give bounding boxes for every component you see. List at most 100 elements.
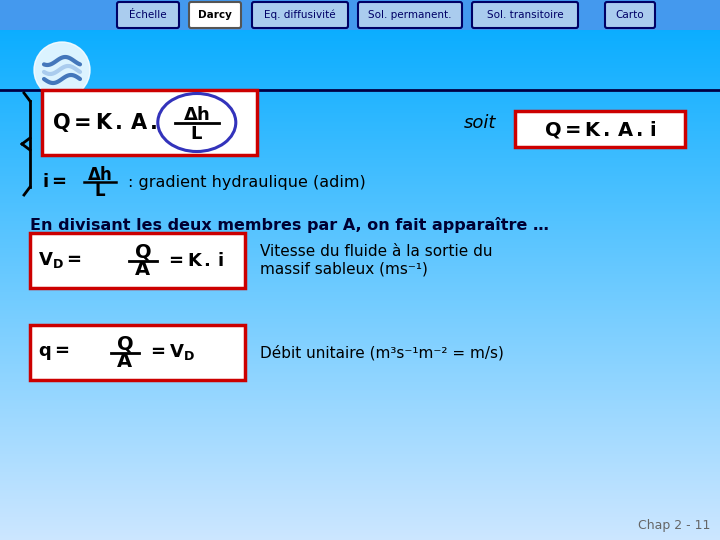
Bar xyxy=(0,539,720,540)
Bar xyxy=(0,284,720,285)
Bar xyxy=(0,212,720,213)
Bar xyxy=(0,38,720,39)
Bar xyxy=(0,425,720,426)
Bar xyxy=(0,267,720,268)
Bar xyxy=(0,445,720,446)
Bar xyxy=(0,44,720,45)
Bar xyxy=(0,6,720,7)
Bar xyxy=(0,487,720,488)
Bar xyxy=(0,279,720,280)
Bar xyxy=(0,113,720,114)
Bar xyxy=(0,285,720,286)
Bar xyxy=(0,248,720,249)
Bar xyxy=(0,372,720,373)
Bar xyxy=(0,194,720,195)
Bar xyxy=(0,448,720,449)
Bar xyxy=(0,470,720,471)
Bar xyxy=(0,176,720,177)
Bar xyxy=(0,329,720,330)
Bar xyxy=(0,92,720,93)
Bar xyxy=(0,349,720,350)
Bar xyxy=(0,523,720,524)
Bar xyxy=(0,11,720,12)
Bar xyxy=(0,325,720,326)
Bar xyxy=(0,87,720,88)
Bar xyxy=(0,146,720,147)
Bar xyxy=(0,222,720,223)
Bar xyxy=(0,474,720,475)
Bar xyxy=(0,483,720,484)
Bar xyxy=(0,81,720,82)
Bar xyxy=(0,53,720,54)
FancyBboxPatch shape xyxy=(30,325,245,380)
Bar xyxy=(0,233,720,234)
Bar xyxy=(0,265,720,266)
Bar xyxy=(0,59,720,60)
Bar xyxy=(0,500,720,501)
Bar xyxy=(0,257,720,258)
Bar xyxy=(0,455,720,456)
Bar xyxy=(0,203,720,204)
Bar xyxy=(0,46,720,47)
Bar xyxy=(0,254,720,255)
Bar xyxy=(0,199,720,200)
Bar xyxy=(0,449,720,450)
Bar xyxy=(0,418,720,419)
Bar xyxy=(0,154,720,155)
Bar xyxy=(0,344,720,345)
Bar xyxy=(0,295,720,296)
Bar xyxy=(0,163,720,164)
Bar xyxy=(0,438,720,439)
Bar xyxy=(0,26,720,27)
Bar xyxy=(0,105,720,106)
Text: $\mathbf{Q}$: $\mathbf{Q}$ xyxy=(134,242,152,262)
Bar xyxy=(0,96,720,97)
Bar xyxy=(0,492,720,493)
Bar xyxy=(0,446,720,447)
Bar xyxy=(0,238,720,239)
Bar xyxy=(0,91,720,92)
Bar xyxy=(0,224,720,225)
Bar xyxy=(0,287,720,288)
Bar xyxy=(0,401,720,402)
Bar xyxy=(0,512,720,513)
Bar xyxy=(0,159,720,160)
Text: Sol. transitoire: Sol. transitoire xyxy=(487,10,563,20)
Bar xyxy=(0,508,720,509)
Bar xyxy=(0,119,720,120)
Text: Eq. diffusivité: Eq. diffusivité xyxy=(264,10,336,20)
Bar xyxy=(0,391,720,392)
Bar xyxy=(0,341,720,342)
Bar xyxy=(0,299,720,300)
Bar xyxy=(0,45,720,46)
Bar xyxy=(0,342,720,343)
Bar xyxy=(0,130,720,131)
Bar xyxy=(0,55,720,56)
Bar xyxy=(0,473,720,474)
Bar xyxy=(0,290,720,291)
Bar xyxy=(0,126,720,127)
Bar xyxy=(0,121,720,122)
Bar xyxy=(0,309,720,310)
Bar xyxy=(0,392,720,393)
Bar xyxy=(0,7,720,8)
Bar xyxy=(0,316,720,317)
Bar xyxy=(0,412,720,413)
Bar xyxy=(0,148,720,149)
Bar xyxy=(0,168,720,169)
Bar xyxy=(0,243,720,244)
Bar xyxy=(0,264,720,265)
Bar xyxy=(0,390,720,391)
Text: Sol. permanent.: Sol. permanent. xyxy=(368,10,451,20)
Bar xyxy=(0,315,720,316)
Bar xyxy=(0,104,720,105)
Bar xyxy=(0,230,720,231)
Bar xyxy=(0,326,720,327)
Text: Darcy: Darcy xyxy=(198,10,232,20)
Bar xyxy=(0,462,720,463)
Bar xyxy=(0,108,720,109)
Bar xyxy=(0,245,720,246)
Bar xyxy=(0,228,720,229)
Text: $\mathbf{= V_D}$: $\mathbf{= V_D}$ xyxy=(147,342,195,362)
Bar xyxy=(0,501,720,502)
